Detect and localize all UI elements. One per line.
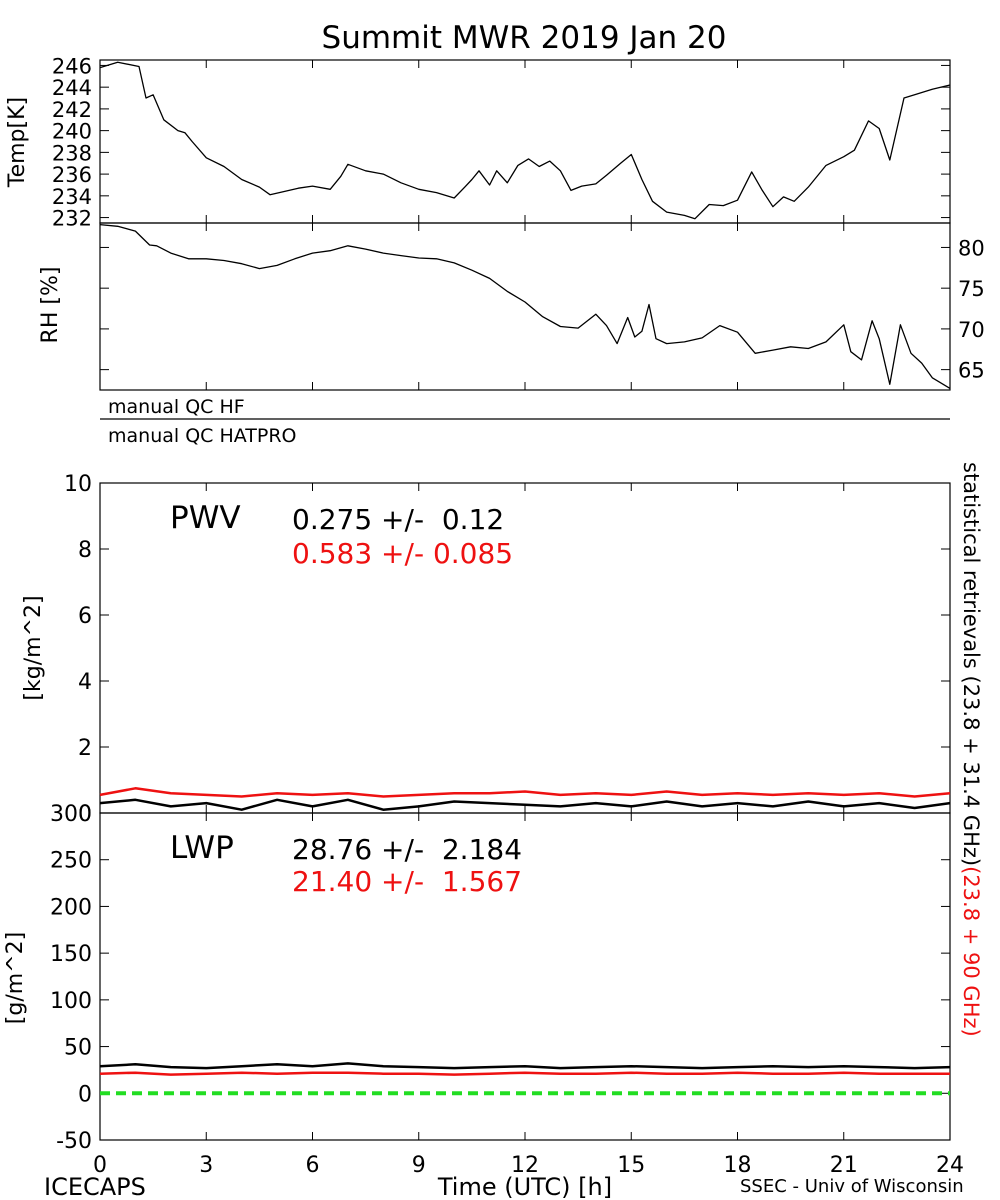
x-tick-label: 24 [936,1153,964,1178]
panel1-ytick-label: 70 [958,318,985,342]
footer-icecaps: ICECAPS [44,1173,146,1200]
plot-layer: 232234236238240242244246657075800246810-… [50,54,985,1178]
panel2-ytick-label: 8 [78,538,92,563]
panel3-ytick-label: 250 [50,849,92,874]
panel3-ytick-label: 100 [50,989,92,1014]
x-tick-label: 21 [830,1153,858,1178]
qc-hatpro-label: manual QC HATPRO [108,425,297,447]
footer-ssec: SSEC - Univ of Wisconsin [740,1176,964,1197]
panel3-ytick-label: 150 [50,942,92,967]
pwv-name: PWV [170,500,241,536]
panel3-ytick-label: 0 [78,1082,92,1107]
x-tick-label: 18 [724,1153,752,1178]
panel2-ytick-label: 6 [78,604,92,629]
lwp-red-stats: 21.40 +/- 1.567 [292,865,522,898]
x-tick-label: 9 [412,1153,426,1178]
panel2-ytick-label: 4 [78,670,92,695]
temp-panel-frame [99,59,951,224]
panel3-series-1 [99,1071,950,1076]
rh-panel-frame [99,222,951,391]
panel1-ytick-label: 65 [958,359,985,383]
lwp-black-stats: 28.76 +/- 2.184 [292,833,522,866]
rh-ylabel: RH [%] [38,267,63,344]
side-label-black: statistical retrievals (23.8 + 31.4 GHz) [959,462,983,866]
temp-ylabel: Temp[K] [5,97,30,188]
panel3-ytick-label: 50 [64,1036,92,1061]
lwp-name: LWP [170,830,234,866]
lwp-ylabel: [g/m^2] [3,932,28,1024]
panel3-ytick-label: 200 [50,895,92,920]
panel1-ytick-label: 75 [958,277,985,301]
panel2-ytick-label: 10 [64,472,92,497]
panel0-ytick-label: 244 [52,76,92,100]
panel0-ytick-label: 232 [52,207,92,231]
x-tick-label: 12 [511,1153,539,1178]
panel2-ytick-label: 2 [78,736,92,761]
qc-hf-label: manual QC HF [108,396,245,418]
panel3-ytick-label: -50 [56,1129,92,1154]
panel3-ytick-label: 300 [50,802,92,827]
panel0-ytick-label: 240 [52,120,92,144]
x-tick-label: 3 [199,1153,213,1178]
x-tick-label: 0 [93,1153,107,1178]
side-label: statistical retrievals (23.8 + 31.4 GHz)… [959,462,983,1037]
x-axis-label: Time (UTC) [h] [437,1173,612,1200]
panel1-ytick-label: 80 [958,236,985,260]
panel0-ytick-label: 246 [52,54,92,78]
panel0-series-0 [99,61,951,220]
pwv-black-stats: 0.275 +/- 0.12 [292,503,504,536]
panel0-ytick-label: 236 [52,163,92,187]
panel0-ytick-label: 238 [52,141,92,165]
side-label-red: (23.8 + 90 GHz) [959,866,983,1037]
panel3-series-0 [99,1062,951,1070]
x-tick-label: 15 [617,1153,645,1178]
panel0-ytick-label: 242 [52,98,92,122]
panel0-ytick-label: 234 [52,185,92,209]
pwv-ylabel: [kg/m^2] [21,595,46,700]
panel2-ytick-label: 0 [78,802,92,827]
chart-title: Summit MWR 2019 Jan 20 [322,20,727,56]
pwv-red-stats: 0.583 +/- 0.085 [292,537,513,570]
panel2-series-0 [99,798,951,811]
panel1-series-0 [99,223,951,389]
x-tick-label: 6 [306,1153,320,1178]
panel2-series-1 [99,787,951,798]
